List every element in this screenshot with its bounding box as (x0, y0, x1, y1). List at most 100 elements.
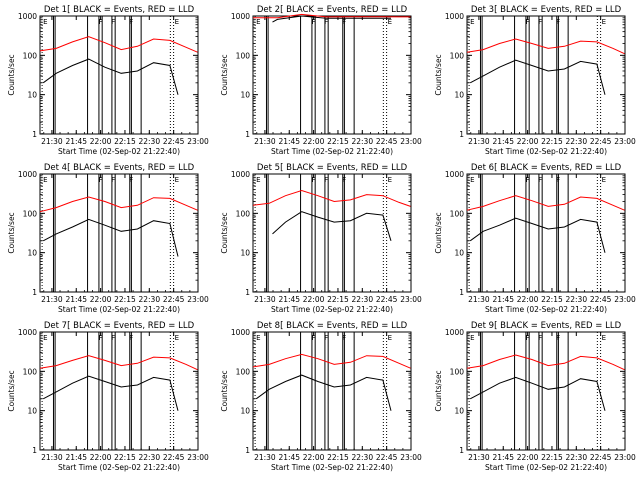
x-tick-label: 21:30 (468, 137, 490, 146)
y-tick-label: 10 (27, 249, 37, 258)
y-tick-label: 1000 (231, 328, 250, 337)
event-flag: F (526, 18, 530, 26)
y-tick-label: 1 (32, 130, 37, 139)
x-tick-label: 22:00 (90, 453, 112, 462)
y-tick-label: 100 (236, 367, 251, 376)
y-axis-label: Counts/sec (220, 212, 229, 253)
plot-frame (252, 331, 412, 451)
events-series-line (42, 58, 179, 95)
x-tick-label: 22:45 (376, 453, 398, 462)
event-flag: F (99, 18, 103, 26)
events-series-line (469, 59, 606, 95)
lld-series-line (252, 189, 411, 207)
chart-panel: Det 7[ BLACK = Events, RED = LLD 1 10 100 10… (7, 321, 209, 472)
plot-frame (39, 173, 199, 293)
chart-title: Det 8[ BLACK = Events, RED = LLD (257, 321, 408, 331)
x-tick-label: 22:30 (138, 295, 160, 304)
event-flag: F (324, 334, 328, 342)
x-tick-label: 22:00 (90, 137, 112, 146)
x-axis-label: Start Time (02-Sep-02 21:22:40) (58, 305, 180, 314)
x-tick-label: 22:45 (163, 453, 185, 462)
events-series-line (42, 218, 179, 257)
chart-panel: Det 5[ BLACK = Events, RED = LLD 1 10 100 10… (220, 163, 422, 314)
y-tick-label: 100 (236, 51, 251, 60)
x-tick-label: 22:30 (565, 295, 587, 304)
event-flag: F (111, 176, 115, 184)
x-tick-label: 21:30 (41, 295, 63, 304)
x-tick-label: 21:45 (65, 137, 87, 146)
x-tick-label: 21:45 (492, 137, 514, 146)
y-tick-label: 1 (459, 130, 464, 139)
chart-panel: Det 9[ BLACK = Events, RED = LLD 1 10 100 10… (434, 321, 636, 472)
x-tick-label: 22:00 (517, 137, 539, 146)
event-flag: F (538, 334, 542, 342)
chart-title: Det 6[ BLACK = Events, RED = LLD (471, 163, 622, 173)
chart-panel: Det 6[ BLACK = Events, RED = LLD 1 10 100 10… (434, 163, 636, 314)
x-tick-label: 22:15 (114, 295, 136, 304)
event-flag: F (99, 334, 103, 342)
event-flag: E (175, 18, 179, 26)
y-tick-label: 100 (236, 209, 251, 218)
lld-series-line (466, 195, 625, 211)
event-flag: E (175, 176, 179, 184)
chart-title: Det 2[ BLACK = Events, RED = LLD (257, 5, 408, 15)
event-flag: F (99, 176, 103, 184)
plot-frame (466, 173, 626, 293)
y-axis-label: Counts/sec (434, 54, 443, 95)
x-tick-label: 21:30 (254, 453, 276, 462)
x-tick-label: 23:00 (187, 295, 209, 304)
event-flag: F (324, 18, 328, 26)
x-tick-label: 22:30 (351, 453, 373, 462)
event-flag: F (538, 18, 542, 26)
event-flag: E (175, 334, 179, 342)
plot-frame (466, 15, 626, 135)
chart-panel: Det 8[ BLACK = Events, RED = LLD 1 10 100 10… (220, 321, 422, 472)
x-tick-label: 22:15 (327, 295, 349, 304)
x-tick-label: 21:30 (254, 137, 276, 146)
event-flag: E (470, 334, 474, 342)
events-series-line (272, 211, 392, 241)
plot-frame (39, 331, 199, 451)
x-tick-label: 21:45 (65, 453, 87, 462)
y-axis-label: Counts/sec (7, 370, 16, 411)
x-tick-label: 22:30 (138, 453, 160, 462)
y-tick-label: 100 (23, 51, 38, 60)
x-tick-label: 21:30 (41, 453, 63, 462)
y-axis-label: Counts/sec (434, 212, 443, 253)
y-axis-label: Counts/sec (220, 370, 229, 411)
y-tick-label: 100 (450, 367, 465, 376)
y-tick-label: 10 (240, 91, 250, 100)
plot-frame (39, 15, 199, 135)
lld-series-line (253, 13, 411, 19)
x-tick-label: 23:00 (187, 453, 209, 462)
event-flag: F (526, 176, 530, 184)
x-axis-label: Start Time (02-Sep-02 21:22:40) (271, 305, 393, 314)
chart-panel: Det 3[ BLACK = Events, RED = LLD 1 10 100 10… (434, 5, 636, 156)
x-axis-label: Start Time (02-Sep-02 21:22:40) (58, 463, 180, 472)
x-tick-label: 22:30 (351, 295, 373, 304)
chart-title: Det 9[ BLACK = Events, RED = LLD (471, 321, 622, 331)
event-flag: F (342, 176, 346, 184)
y-tick-label: 1000 (445, 12, 464, 21)
event-flag: F (342, 18, 346, 26)
event-flag: E (388, 334, 392, 342)
event-flag: E (470, 176, 474, 184)
x-axis-label: Start Time (02-Sep-02 21:22:40) (485, 305, 607, 314)
events-series-line (469, 217, 606, 253)
y-tick-label: 1000 (18, 12, 37, 21)
y-axis-label: Counts/sec (220, 54, 229, 95)
x-tick-label: 22:30 (565, 453, 587, 462)
event-flag: E (388, 176, 392, 184)
y-tick-label: 100 (23, 367, 38, 376)
x-tick-label: 22:15 (114, 453, 136, 462)
x-tick-label: 22:30 (565, 137, 587, 146)
x-tick-label: 23:00 (400, 137, 422, 146)
lld-series-line (39, 355, 198, 371)
y-tick-label: 100 (450, 209, 465, 218)
x-tick-label: 22:45 (376, 295, 398, 304)
chart-title: Det 4[ BLACK = Events, RED = LLD (44, 163, 195, 173)
event-flag: F (129, 334, 133, 342)
event-flag: F (556, 176, 560, 184)
x-tick-label: 22:45 (590, 453, 612, 462)
